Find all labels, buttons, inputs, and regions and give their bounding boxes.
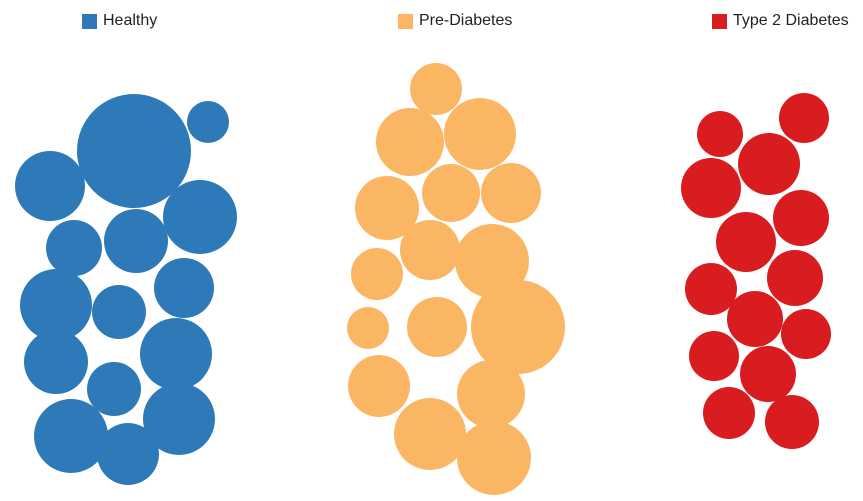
bubble-pre-diabetes[interactable] (471, 280, 565, 374)
bubble-pre-diabetes[interactable] (351, 248, 403, 300)
bubble-type-2-diabetes[interactable] (779, 93, 829, 143)
bubble-pre-diabetes[interactable] (347, 307, 389, 349)
bubble-type-2-diabetes[interactable] (689, 331, 739, 381)
bubble-pre-diabetes[interactable] (407, 297, 467, 357)
legend-label-pre-diabetes: Pre-Diabetes (419, 12, 513, 29)
bubble-type-2-diabetes[interactable] (697, 111, 743, 157)
bubble-healthy[interactable] (24, 330, 88, 394)
bubble-healthy[interactable] (97, 423, 159, 485)
series-healthy (15, 94, 237, 485)
bubble-type-2-diabetes[interactable] (781, 309, 831, 359)
bubble-pre-diabetes[interactable] (355, 176, 419, 240)
bubble-pre-diabetes[interactable] (455, 224, 529, 298)
series-type-2-diabetes (681, 93, 831, 449)
bubble-healthy[interactable] (143, 383, 215, 455)
legend-label-type-2-diabetes: Type 2 Diabetes (733, 12, 849, 29)
bubble-type-2-diabetes[interactable] (767, 250, 823, 306)
legend-label-healthy: Healthy (103, 12, 158, 29)
bubble-healthy[interactable] (77, 94, 191, 208)
series-pre-diabetes (347, 63, 565, 495)
bubble-type-2-diabetes[interactable] (716, 212, 776, 272)
bubble-pre-diabetes[interactable] (376, 108, 444, 176)
bubble-healthy[interactable] (46, 220, 102, 276)
bubble-type-2-diabetes[interactable] (738, 133, 800, 195)
bubble-type-2-diabetes[interactable] (685, 263, 737, 315)
legend-item-pre-diabetes[interactable]: Pre-Diabetes (398, 12, 512, 30)
bubble-pre-diabetes[interactable] (348, 355, 410, 417)
bubble-pre-diabetes[interactable] (457, 421, 531, 495)
bubble-healthy[interactable] (154, 258, 214, 318)
legend-item-type-2-diabetes[interactable]: Type 2 Diabetes (712, 12, 849, 30)
bubble-type-2-diabetes[interactable] (765, 395, 819, 449)
bubble-healthy[interactable] (92, 285, 146, 339)
bubble-pre-diabetes[interactable] (457, 360, 525, 428)
bubble-healthy[interactable] (34, 399, 108, 473)
bubble-healthy[interactable] (140, 318, 212, 390)
bubble-type-2-diabetes[interactable] (740, 346, 796, 402)
bubble-type-2-diabetes[interactable] (703, 387, 755, 439)
bubble-healthy[interactable] (163, 180, 237, 254)
bubble-pre-diabetes[interactable] (444, 98, 516, 170)
legend-swatch-healthy (82, 13, 97, 29)
bubble-type-2-diabetes[interactable] (727, 291, 783, 347)
legend-swatch-type-2-diabetes (712, 13, 727, 29)
bubble-type-2-diabetes[interactable] (773, 190, 829, 246)
bubble-healthy[interactable] (87, 362, 141, 416)
bubble-healthy[interactable] (104, 209, 168, 273)
bubble-pre-diabetes[interactable] (400, 220, 460, 280)
bubble-pre-diabetes[interactable] (481, 163, 541, 223)
bubble-healthy[interactable] (15, 151, 85, 221)
bubble-pre-diabetes[interactable] (394, 398, 466, 470)
bubble-pre-diabetes[interactable] (410, 63, 462, 115)
legend-item-healthy[interactable]: Healthy (82, 12, 157, 30)
bubble-healthy[interactable] (20, 269, 92, 341)
legend-swatch-pre-diabetes (398, 13, 413, 29)
bubble-type-2-diabetes[interactable] (681, 158, 741, 218)
bubble-healthy[interactable] (187, 101, 229, 143)
bubble-pre-diabetes[interactable] (422, 164, 480, 222)
